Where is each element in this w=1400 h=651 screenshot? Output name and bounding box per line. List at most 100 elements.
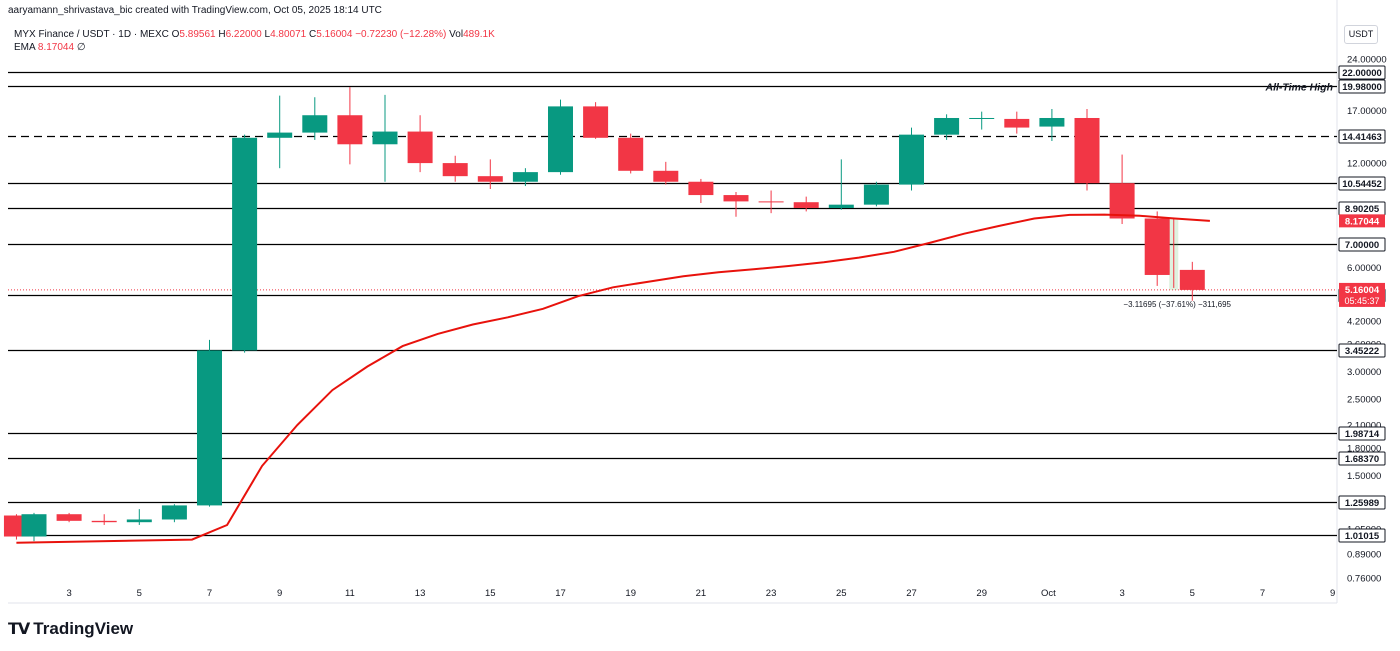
low-label: L	[264, 29, 271, 40]
candle-body	[828, 204, 854, 209]
candle-up	[197, 339, 222, 507]
price-tick-label: 4.20000	[1347, 316, 1381, 327]
candle-body	[267, 132, 293, 138]
candle-down	[793, 196, 819, 212]
candle-body	[337, 115, 363, 145]
candle-down	[583, 102, 609, 139]
candle-body	[863, 184, 889, 205]
price-tick-label: 24.00000	[1347, 54, 1387, 65]
candle-down	[1109, 154, 1135, 225]
high-label: H	[218, 29, 226, 40]
candle-body	[899, 134, 924, 185]
low-value: 4.80071	[270, 29, 307, 40]
candle-up	[232, 134, 258, 353]
open-value: 5.89561	[179, 29, 216, 40]
candle-up	[1039, 108, 1065, 142]
time-tick-label: 9	[277, 588, 282, 599]
ema-value: 8.17044	[37, 42, 75, 53]
high-value: 6.22000	[225, 29, 262, 40]
candle-body	[56, 514, 82, 521]
time-tick-label: 21	[696, 588, 707, 599]
level-annotation: All-Time High	[1265, 82, 1333, 94]
candle-body	[21, 514, 47, 537]
candle-up	[969, 111, 995, 130]
candle-down	[91, 514, 117, 525]
candle-up	[863, 181, 889, 207]
tradingview-logo[interactable]: 𝗧𝗩 TradingView	[8, 619, 133, 639]
candle-up	[828, 159, 854, 210]
measure-label: −3.11695 (−37.61%) −311,695	[1123, 300, 1231, 309]
candle-body	[758, 201, 784, 203]
candle-body	[407, 131, 433, 164]
level-price-badge: 7.00000	[1338, 237, 1386, 252]
candle-down	[337, 87, 363, 165]
level-price-badge: 1.68370	[1338, 451, 1386, 466]
current-price-box	[1339, 282, 1385, 307]
candle-down	[1144, 211, 1170, 286]
candle-down	[723, 191, 749, 217]
level-price-badge: 3.45222	[1338, 343, 1386, 358]
candle-body	[1109, 183, 1135, 219]
level-badge-label: 10.54452	[1342, 179, 1382, 190]
candle-down	[442, 155, 468, 182]
candle-down	[56, 512, 82, 523]
price-tick-label: 6.00000	[1347, 263, 1381, 274]
level-badge-box	[1338, 176, 1386, 191]
time-tick-label: 27	[906, 588, 917, 599]
candle-body	[477, 176, 503, 182]
candle-down	[688, 178, 714, 204]
symbol-name[interactable]: MYX Finance / USDT · 1D · MEXC	[14, 29, 169, 40]
time-tick-label: 13	[415, 588, 426, 599]
level-price-badge: 1.01015	[1338, 528, 1386, 543]
countdown-timer: 05:45:37	[1344, 296, 1379, 306]
candle-up	[512, 168, 538, 187]
level-badge-box	[1338, 426, 1386, 441]
candle-down	[653, 161, 679, 185]
time-tick-label: 9	[1330, 588, 1335, 599]
candle-body	[618, 137, 644, 171]
currency-button[interactable]: USDT	[1344, 25, 1378, 44]
candle-body	[1074, 117, 1100, 184]
price-tick-label: 0.76000	[1347, 573, 1381, 584]
candle-down	[758, 190, 784, 214]
price-tick-label: 3.00000	[1347, 367, 1381, 378]
candle-body	[372, 131, 398, 145]
level-price-badge: 1.98714	[1338, 426, 1386, 441]
candle-body	[934, 117, 960, 135]
candle-body	[688, 181, 714, 196]
ema-badge-box	[1339, 214, 1385, 228]
level-price-badge: 22.00000	[1338, 65, 1386, 80]
level-badge-box	[1338, 495, 1386, 510]
candle-down	[1004, 111, 1030, 134]
candle-body	[1039, 117, 1065, 127]
price-tick-label: 0.89000	[1347, 550, 1381, 561]
level-badge-label: 7.00000	[1345, 240, 1379, 251]
level-badge-box	[1338, 528, 1386, 543]
volume-value: 489.1K	[463, 29, 495, 40]
volume-label: Vol	[449, 29, 464, 40]
candle-body	[197, 350, 222, 506]
level-badge-label: 1.98714	[1345, 429, 1380, 440]
candle-body	[161, 505, 187, 520]
level-badge-label: 8.90205	[1345, 204, 1380, 215]
level-badge-box	[1338, 343, 1386, 358]
level-badge-label: 1.25989	[1345, 498, 1379, 509]
level-badge-label: 14.41463	[1342, 132, 1382, 143]
close-value: 5.16004	[316, 29, 353, 40]
candle-body	[1179, 269, 1205, 290]
time-tick-label: 7	[207, 588, 212, 599]
ema-empty-indicator: ∅	[76, 42, 86, 53]
level-badge-box	[1338, 65, 1386, 80]
candle-up	[302, 97, 328, 140]
time-tick-label: 11	[345, 588, 355, 599]
candle-down	[1074, 108, 1100, 191]
level-price-badge: 19.98000	[1338, 79, 1386, 94]
level-badge-label: 22.00000	[1342, 68, 1382, 79]
change-value: −0.72230 (−12.28%)	[355, 29, 447, 40]
ema-label[interactable]: EMA	[14, 42, 36, 53]
candle-up	[161, 504, 187, 523]
candle-body	[512, 172, 538, 182]
level-price-badge: 10.54452	[1338, 176, 1386, 191]
